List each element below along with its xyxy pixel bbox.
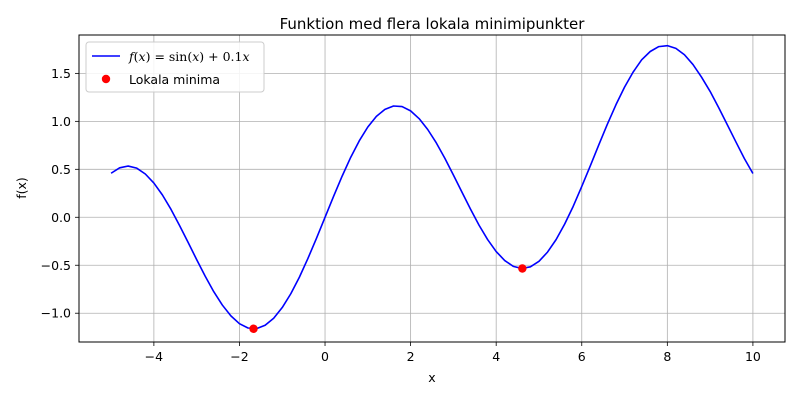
x-tick-label: −2 bbox=[230, 349, 248, 364]
legend-box bbox=[85, 41, 265, 93]
legend: f(x) = sin(x) + 0.1x Lokala minima bbox=[85, 41, 265, 93]
x-tick-label: 10 bbox=[745, 349, 761, 364]
axes-frame bbox=[78, 34, 786, 343]
y-tick-label: 0.0 bbox=[51, 210, 71, 225]
legend-marker-swatch bbox=[101, 74, 111, 84]
local-minimum-point bbox=[249, 324, 258, 333]
x-tick-label: 2 bbox=[407, 349, 415, 364]
y-axis-label: f(x) bbox=[14, 177, 29, 199]
y-tick-label: −1.0 bbox=[41, 306, 71, 321]
legend-label-minima: Lokala minima bbox=[129, 72, 220, 87]
grid-lines bbox=[79, 35, 785, 342]
chart-title: Funktion med flera lokala minimipunkter bbox=[280, 15, 586, 33]
x-tick-label: 8 bbox=[663, 349, 671, 364]
y-tick-label: 1.0 bbox=[51, 114, 71, 129]
legend-label-function: f(x) = sin(x) + 0.1x bbox=[128, 49, 250, 64]
local-minimum-point bbox=[518, 264, 527, 273]
x-tick-label: 6 bbox=[578, 349, 586, 364]
x-tick-label: 0 bbox=[321, 349, 329, 364]
plot-area bbox=[110, 44, 754, 333]
axis-ticks: −4 −2 0 2 4 6 8 10 −1.0 −0.5 0.0 0.5 1.0 1.5 bbox=[41, 66, 761, 364]
x-axis-label: x bbox=[428, 370, 435, 385]
function-curve bbox=[110, 44, 754, 330]
x-tick-label: 4 bbox=[492, 349, 500, 364]
y-tick-label: 0.5 bbox=[51, 162, 71, 177]
x-tick-label: −4 bbox=[145, 349, 163, 364]
y-tick-label: 1.5 bbox=[51, 66, 71, 81]
y-tick-label: −0.5 bbox=[41, 258, 71, 273]
